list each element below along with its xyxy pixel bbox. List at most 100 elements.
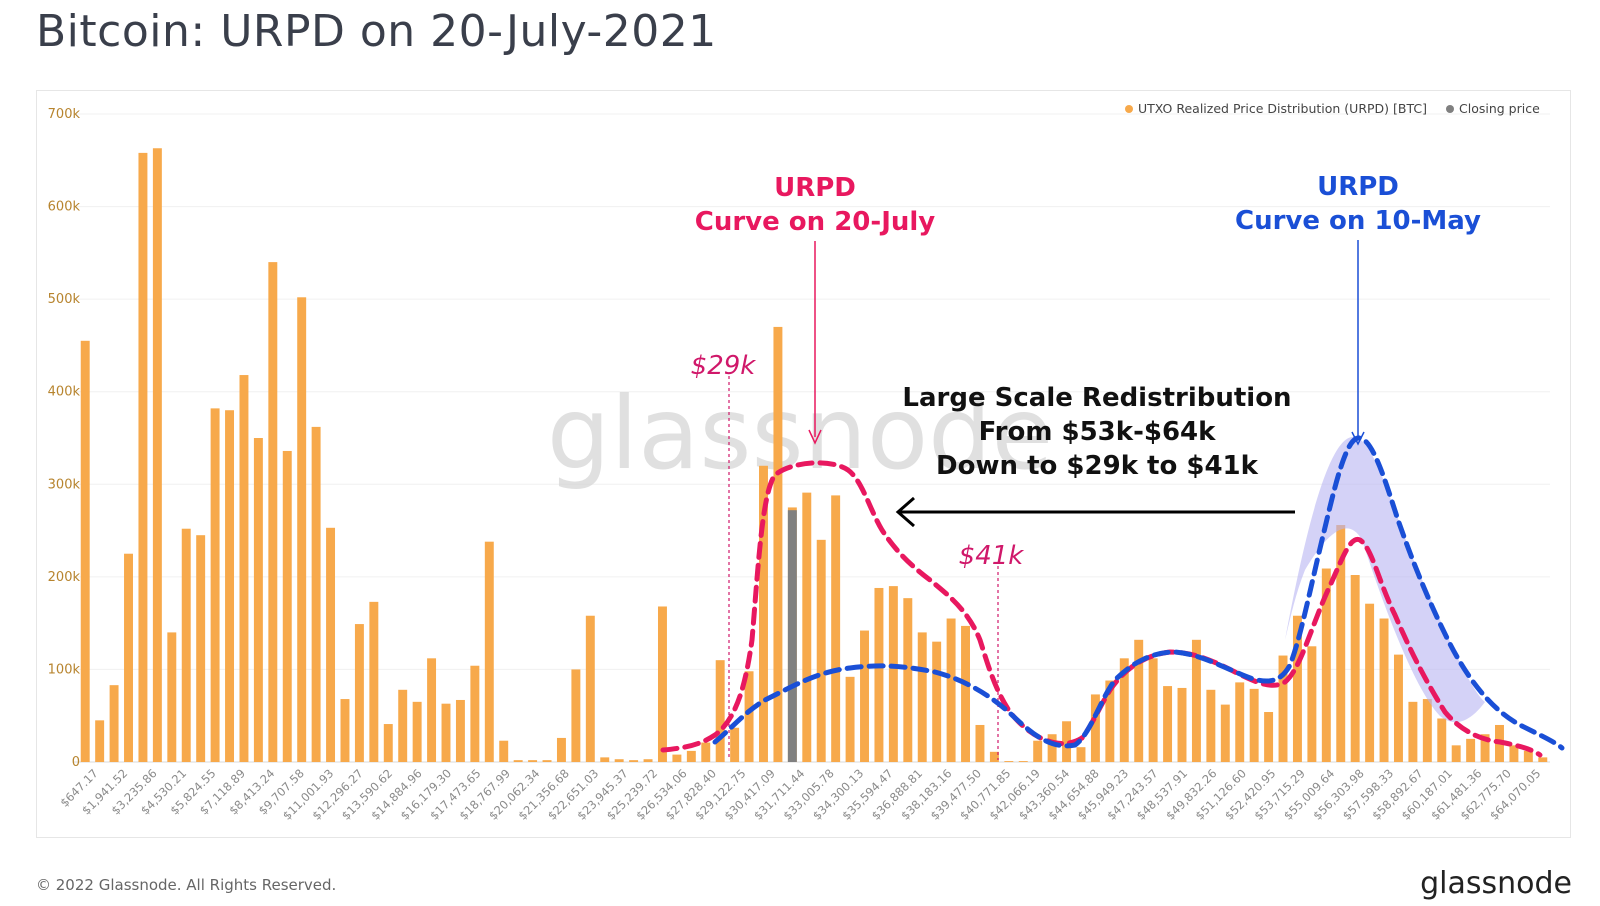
- urpd-bar[interactable]: [326, 527, 336, 762]
- urpd-bar[interactable]: [1047, 734, 1057, 762]
- urpd-bar[interactable]: [1076, 747, 1086, 762]
- urpd-bar[interactable]: [1422, 699, 1432, 762]
- urpd-bar[interactable]: [600, 757, 610, 762]
- urpd-bar[interactable]: [1509, 745, 1519, 762]
- urpd-bar[interactable]: [1062, 721, 1072, 762]
- urpd-bar[interactable]: [1191, 639, 1201, 762]
- urpd-bar[interactable]: [528, 760, 538, 762]
- urpd-bar[interactable]: [730, 727, 740, 762]
- urpd-bar[interactable]: [253, 438, 263, 762]
- urpd-bar[interactable]: [297, 297, 307, 762]
- urpd-bar[interactable]: [542, 760, 552, 762]
- urpd-bar[interactable]: [1119, 658, 1129, 762]
- urpd-bar[interactable]: [268, 262, 278, 762]
- urpd-bar[interactable]: [80, 340, 90, 762]
- urpd-bar[interactable]: [1148, 658, 1158, 762]
- urpd-bar[interactable]: [571, 669, 581, 762]
- legend-label-urpd[interactable]: UTXO Realized Price Distribution (URPD) …: [1138, 101, 1427, 116]
- urpd-bar[interactable]: [701, 742, 711, 762]
- urpd-bar[interactable]: [1365, 603, 1375, 762]
- urpd-bar[interactable]: [152, 148, 162, 762]
- urpd-bar[interactable]: [1249, 688, 1259, 762]
- urpd-bar[interactable]: [932, 641, 942, 762]
- urpd-bar[interactable]: [845, 676, 855, 762]
- urpd-bar[interactable]: [686, 750, 696, 762]
- urpd-bar[interactable]: [989, 751, 999, 762]
- urpd-bar[interactable]: [311, 426, 321, 762]
- urpd-bar[interactable]: [1134, 639, 1144, 762]
- urpd-bar[interactable]: [167, 632, 177, 762]
- urpd-bar[interactable]: [441, 703, 451, 762]
- urpd-bar[interactable]: [455, 699, 465, 762]
- urpd-bar[interactable]: [556, 737, 566, 762]
- urpd-bar[interactable]: [398, 689, 408, 762]
- urpd-bar[interactable]: [585, 615, 595, 762]
- urpd-bar[interactable]: [946, 618, 956, 762]
- urpd-bar[interactable]: [672, 754, 682, 762]
- urpd-bar[interactable]: [1206, 689, 1216, 762]
- urpd-bar[interactable]: [412, 701, 422, 762]
- urpd-bar[interactable]: [1105, 680, 1115, 762]
- urpd-bar[interactable]: [917, 632, 927, 762]
- urpd-bar[interactable]: [138, 152, 148, 762]
- urpd-bar[interactable]: [1018, 761, 1028, 762]
- urpd-bar[interactable]: [961, 625, 971, 762]
- urpd-bar[interactable]: [1393, 654, 1403, 762]
- urpd-bar[interactable]: [95, 720, 105, 762]
- urpd-bar[interactable]: [1466, 738, 1476, 762]
- urpd-bar[interactable]: [124, 553, 133, 762]
- urpd-bar[interactable]: [196, 535, 206, 762]
- urpd-bar[interactable]: [903, 598, 913, 762]
- urpd-bar[interactable]: [773, 326, 783, 762]
- urpd-bar[interactable]: [383, 724, 393, 762]
- urpd-bar[interactable]: [513, 760, 523, 762]
- urpd-bar[interactable]: [831, 495, 841, 762]
- urpd-bar[interactable]: [1307, 646, 1317, 762]
- urpd-bar[interactable]: [1451, 745, 1461, 762]
- urpd-bar[interactable]: [657, 606, 667, 762]
- urpd-bar[interactable]: [210, 408, 220, 762]
- urpd-bar[interactable]: [1408, 701, 1418, 762]
- legend-label-closing[interactable]: Closing price: [1459, 101, 1540, 116]
- urpd-bar[interactable]: [1538, 757, 1548, 762]
- urpd-bar[interactable]: [1033, 740, 1043, 762]
- urpd-bar[interactable]: [1336, 525, 1346, 762]
- urpd-bar[interactable]: [470, 665, 480, 762]
- urpd-bar[interactable]: [614, 759, 624, 762]
- urpd-bar[interactable]: [975, 724, 985, 762]
- urpd-bar[interactable]: [1220, 704, 1230, 762]
- urpd-bar[interactable]: [181, 528, 191, 762]
- urpd-bar[interactable]: [239, 375, 249, 762]
- urpd-bar[interactable]: [1163, 686, 1173, 762]
- urpd-bar[interactable]: [1379, 618, 1389, 762]
- urpd-bar[interactable]: [1278, 655, 1288, 762]
- urpd-bar[interactable]: [759, 465, 768, 762]
- urpd-bar[interactable]: [643, 759, 653, 762]
- urpd-bar[interactable]: [354, 624, 364, 762]
- urpd-bar[interactable]: [629, 760, 639, 762]
- urpd-bar[interactable]: [816, 539, 826, 762]
- urpd-bar[interactable]: [427, 658, 437, 762]
- urpd-bar[interactable]: [1264, 712, 1274, 762]
- urpd-bar[interactable]: [499, 740, 509, 762]
- urpd-bar[interactable]: [1004, 761, 1014, 762]
- urpd-bar[interactable]: [1480, 734, 1490, 762]
- urpd-bar[interactable]: [874, 587, 884, 762]
- urpd-bar[interactable]: [1292, 615, 1302, 762]
- glassnode-logo[interactable]: glassnode: [1420, 866, 1572, 901]
- urpd-bar[interactable]: [715, 660, 725, 762]
- urpd-bar[interactable]: [860, 630, 869, 762]
- urpd-bar[interactable]: [1350, 575, 1360, 762]
- closing-price-bar[interactable]: [787, 510, 797, 762]
- urpd-bar[interactable]: [744, 671, 754, 762]
- urpd-bar[interactable]: [802, 492, 812, 762]
- urpd-bar[interactable]: [1090, 694, 1100, 762]
- urpd-bar[interactable]: [282, 450, 292, 762]
- urpd-bar[interactable]: [340, 699, 350, 762]
- urpd-bar[interactable]: [1437, 718, 1447, 762]
- urpd-bar[interactable]: [1321, 568, 1331, 762]
- urpd-bar[interactable]: [109, 685, 119, 762]
- urpd-bar[interactable]: [1235, 682, 1245, 762]
- urpd-bar[interactable]: [225, 410, 235, 762]
- urpd-bar[interactable]: [1523, 750, 1533, 762]
